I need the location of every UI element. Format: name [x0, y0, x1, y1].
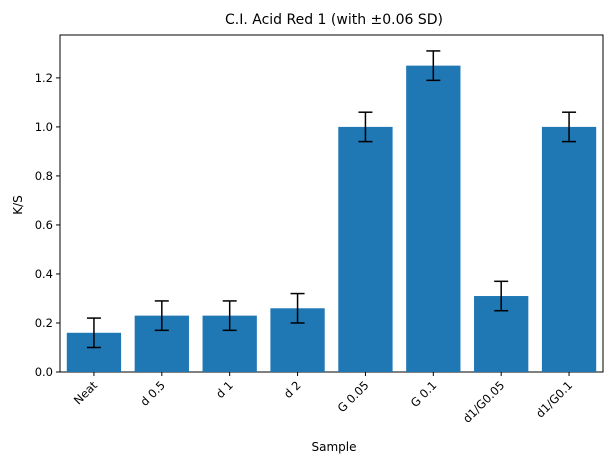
bar-5 [406, 65, 461, 373]
bars-group [66, 65, 597, 373]
y-tick-label: 0.0 [35, 365, 53, 379]
y-tick-label: 0.2 [35, 316, 53, 330]
x-tick-label: d1/G0.1 [533, 378, 575, 420]
y-tick-label: 1.2 [35, 71, 53, 85]
bar-4 [338, 126, 393, 372]
y-tick-label: 0.4 [35, 267, 53, 281]
error-bars-group [86, 50, 577, 349]
error-bar-2 [222, 300, 237, 332]
error-bar-0 [86, 317, 101, 349]
error-bar-4 [358, 111, 373, 143]
error-bar-7 [562, 111, 577, 143]
x-tick-label: d 1 [213, 378, 236, 401]
y-tick-label: 0.8 [35, 169, 53, 183]
y-axis: 0.0 0.2 0.4 0.6 0.8 1.0 1.2 [35, 71, 60, 379]
x-tick-label: d1/G0.05 [460, 378, 507, 425]
chart-title: C.I. Acid Red 1 (with ±0.06 SD) [225, 12, 443, 28]
x-tick-label: G 0.05 [335, 378, 372, 415]
error-bar-3 [290, 292, 305, 324]
plot-area [59, 34, 604, 373]
y-tick-label: 1.0 [35, 120, 53, 134]
error-bar-1 [154, 300, 169, 332]
x-tick-label: d 0.5 [137, 378, 168, 409]
y-tick-label: 0.6 [35, 218, 53, 232]
plot-frame [59, 34, 604, 373]
error-bar-5 [426, 50, 441, 82]
x-axis-label: Sample [312, 440, 357, 454]
x-tick-label: d 2 [281, 378, 304, 401]
y-axis-label: K/S [11, 195, 25, 215]
error-bar-6 [494, 280, 509, 312]
bar-7 [541, 126, 597, 372]
x-tick-label: G 0.1 [408, 378, 440, 410]
x-axis: Neat d 0.5 d 1 d 2 G 0.05 G 0.1 d1/G0.05 d1/G0.… [71, 372, 575, 426]
x-tick-label: Neat [71, 378, 101, 408]
